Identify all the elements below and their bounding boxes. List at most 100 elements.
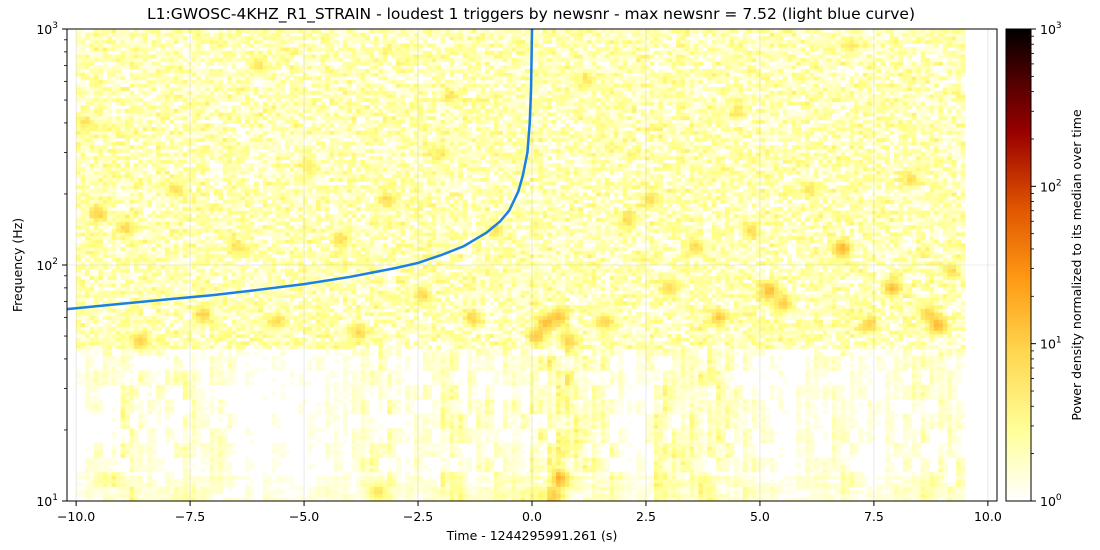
heatmap-cell: [209, 308, 215, 313]
heatmap-cell: [267, 301, 273, 306]
heatmap-cell: [293, 206, 299, 211]
heatmap-cell: [178, 105, 184, 110]
heatmap-cell: [102, 159, 108, 164]
heatmap-cell: [200, 257, 206, 262]
heatmap-cell: [142, 148, 148, 153]
heatmap-cell: [222, 61, 228, 66]
heatmap-cell: [258, 243, 264, 248]
heatmap-cell: [187, 377, 193, 382]
heatmap-cell: [147, 250, 153, 255]
heatmap-cell: [245, 352, 250, 357]
heatmap-cell: [98, 170, 104, 175]
heatmap-cell: [93, 199, 99, 204]
heatmap-cell: [125, 228, 130, 233]
heatmap-cell: [147, 101, 153, 106]
heatmap-cell: [236, 254, 241, 259]
heatmap-cell: [276, 177, 281, 182]
heatmap-cell: [116, 83, 121, 88]
heatmap-cell: [245, 101, 250, 106]
heatmap-cell: [76, 47, 81, 52]
heatmap-cell: [107, 137, 113, 142]
heatmap-cell: [116, 341, 121, 346]
heatmap-cell: [271, 203, 277, 208]
heatmap-cell: [253, 65, 259, 70]
heatmap-cell: [89, 395, 95, 400]
heatmap-cell: [231, 359, 237, 364]
heatmap-cell: [245, 43, 250, 48]
heatmap-cell: [102, 206, 108, 211]
heatmap-cell: [262, 366, 268, 371]
heatmap-cell: [120, 232, 126, 237]
heatmap-cell: [111, 268, 117, 273]
heatmap-cell: [267, 232, 273, 237]
heatmap-cell: [196, 134, 201, 139]
heatmap-cell: [200, 268, 206, 273]
heatmap-cell: [205, 450, 210, 455]
heatmap-cell: [160, 79, 166, 84]
heatmap-cell: [80, 490, 86, 495]
heatmap-cell: [245, 137, 250, 142]
heatmap-cell: [129, 199, 135, 204]
heatmap-cell: [98, 326, 104, 331]
heatmap-cell: [133, 402, 139, 407]
heatmap-cell: [200, 399, 206, 404]
heatmap-cell: [245, 50, 250, 55]
heatmap-cell: [93, 76, 99, 81]
heatmap-cell: [293, 97, 299, 103]
heatmap-cell: [236, 76, 241, 81]
heatmap-cell: [165, 482, 170, 487]
heatmap-cell: [125, 265, 130, 270]
heatmap-cell: [133, 246, 139, 251]
heatmap-cell: [173, 29, 179, 34]
heatmap-cell: [218, 381, 224, 386]
heatmap-cell: [151, 83, 157, 88]
heatmap-cell: [196, 254, 201, 259]
heatmap-cell: [267, 315, 273, 320]
heatmap-cell: [245, 246, 250, 251]
heatmap-cell: [218, 450, 224, 455]
heatmap-cell: [191, 206, 197, 211]
heatmap-cell: [116, 235, 121, 240]
heatmap-cell: [76, 192, 81, 197]
heatmap-cell: [289, 333, 295, 339]
heatmap-cell: [98, 243, 104, 248]
heatmap-cell: [165, 235, 170, 240]
heatmap-cell: [302, 36, 308, 41]
heatmap-cell: [111, 43, 117, 48]
heatmap-cell: [111, 254, 117, 259]
heatmap-cell: [276, 333, 281, 339]
heatmap-cell: [240, 206, 246, 211]
heatmap-cell: [120, 326, 126, 331]
heatmap-cell: [142, 417, 148, 422]
heatmap-cell: [227, 421, 233, 426]
heatmap-cell: [102, 217, 108, 222]
heatmap-cell: [142, 50, 148, 55]
heatmap-cell: [102, 101, 108, 106]
heatmap-cell: [160, 290, 166, 295]
heatmap-cell: [231, 450, 237, 455]
heatmap-cell: [102, 283, 108, 288]
heatmap-cell: [120, 392, 126, 397]
heatmap-cell: [213, 461, 219, 466]
heatmap-cell: [85, 87, 90, 92]
heatmap-cell: [222, 239, 228, 244]
heatmap-cell: [227, 105, 233, 110]
heatmap-cell: [231, 257, 237, 262]
heatmap-cell: [125, 130, 130, 135]
heatmap-cell: [289, 217, 295, 222]
heatmap-cell: [262, 87, 268, 92]
heatmap-cell: [267, 29, 273, 34]
heatmap-cell: [231, 94, 237, 99]
heatmap-cell: [240, 225, 246, 230]
heatmap-cell: [107, 497, 113, 501]
heatmap-cell: [262, 79, 268, 84]
heatmap-cell: [227, 243, 233, 248]
heatmap-cell: [196, 395, 201, 400]
heatmap-cell: [165, 83, 170, 88]
heatmap-cell: [156, 199, 161, 204]
heatmap-cell: [231, 363, 237, 368]
heatmap-cell: [218, 428, 224, 433]
heatmap-cell: [76, 257, 81, 262]
heatmap-cell: [142, 493, 148, 498]
heatmap-cell: [129, 279, 135, 284]
